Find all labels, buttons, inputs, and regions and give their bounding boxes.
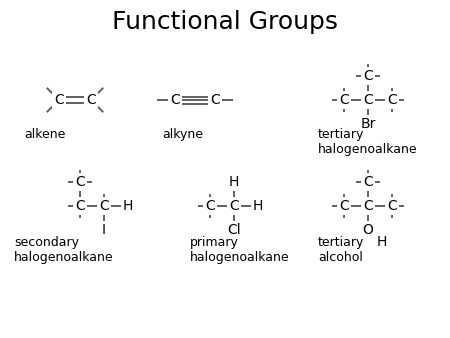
Text: C: C	[210, 93, 220, 107]
Text: secondary
halogenoalkane: secondary halogenoalkane	[14, 236, 113, 264]
Text: C: C	[339, 93, 349, 107]
Text: Br: Br	[360, 117, 376, 131]
Text: C: C	[229, 199, 239, 213]
Text: C: C	[387, 199, 397, 213]
Text: I: I	[102, 223, 106, 237]
Text: Cl: Cl	[227, 223, 241, 237]
Text: C: C	[86, 93, 96, 107]
Text: C: C	[75, 175, 85, 189]
Text: C: C	[387, 93, 397, 107]
Text: tertiary
halogenoalkane: tertiary halogenoalkane	[318, 128, 418, 156]
Text: alkyne: alkyne	[162, 128, 203, 141]
Text: H: H	[229, 175, 239, 189]
Text: alkene: alkene	[24, 128, 65, 141]
Text: H: H	[253, 199, 263, 213]
Text: C: C	[339, 199, 349, 213]
Text: H: H	[123, 199, 133, 213]
Text: tertiary
alcohol: tertiary alcohol	[318, 236, 364, 264]
Text: C: C	[363, 199, 373, 213]
Text: C: C	[75, 199, 85, 213]
Text: C: C	[363, 69, 373, 83]
Text: Functional Groups: Functional Groups	[112, 10, 338, 34]
Text: C: C	[99, 199, 109, 213]
Text: C: C	[205, 199, 215, 213]
Text: C: C	[54, 93, 64, 107]
Text: C: C	[363, 175, 373, 189]
Text: H: H	[377, 235, 387, 249]
Text: C: C	[363, 93, 373, 107]
Text: O: O	[363, 223, 374, 237]
Text: primary
halogenoalkane: primary halogenoalkane	[190, 236, 290, 264]
Text: C: C	[170, 93, 180, 107]
